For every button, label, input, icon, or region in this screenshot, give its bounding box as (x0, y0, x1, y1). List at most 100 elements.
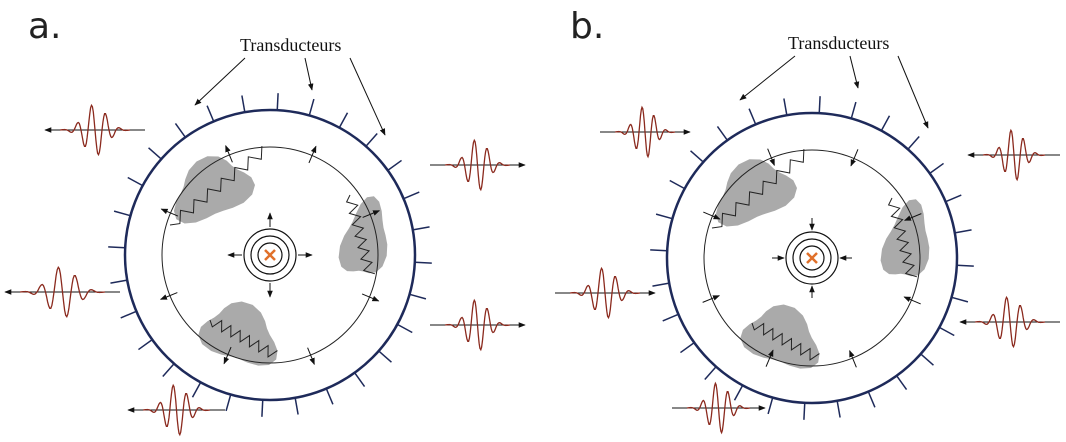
medium-region (198, 301, 278, 366)
transducer (365, 133, 378, 147)
transducer (938, 326, 955, 337)
transducer (148, 147, 162, 160)
wavefront (887, 197, 918, 278)
arrow (739, 55, 796, 101)
arrow (849, 55, 860, 89)
arrow (849, 350, 857, 368)
transducer (945, 194, 962, 203)
transducer (409, 293, 427, 300)
wavefront (169, 146, 263, 226)
arrow (223, 346, 232, 365)
transducer (850, 101, 857, 119)
transducer (387, 159, 402, 171)
transducer (414, 261, 432, 264)
transducer (294, 397, 299, 415)
panel-label: a. (28, 6, 62, 47)
arrow (703, 211, 721, 220)
transducer (113, 210, 131, 217)
orbit (161, 146, 379, 364)
orbit (703, 149, 921, 367)
transducer (880, 115, 891, 132)
transducer (354, 372, 366, 387)
transducer (907, 136, 920, 150)
transducer (412, 226, 430, 231)
transducer (951, 296, 969, 303)
arrow (361, 293, 380, 302)
source-wave (792, 238, 832, 278)
transducer (191, 381, 202, 398)
source-wave (785, 231, 839, 285)
transducer (716, 126, 728, 141)
arrow (160, 208, 179, 217)
arrow (765, 349, 774, 367)
artwork (4, 55, 1060, 437)
transducer (680, 342, 695, 354)
source (806, 252, 818, 264)
medium-region (880, 199, 930, 277)
arrow (904, 213, 922, 221)
transducer (669, 179, 686, 190)
transducer (162, 363, 175, 377)
transducer (867, 391, 876, 408)
arrow (903, 296, 921, 305)
arrow (767, 148, 775, 166)
panel-label: b. (570, 6, 604, 47)
transducer (241, 95, 246, 113)
transducer (276, 93, 279, 111)
transducer (127, 176, 144, 187)
arrow (304, 57, 314, 91)
transducer (803, 402, 806, 420)
source-wave (243, 228, 297, 282)
wavefront (209, 319, 278, 358)
source (264, 249, 276, 261)
transducer (108, 246, 126, 249)
transducer (956, 264, 974, 267)
arrow (897, 55, 929, 129)
transducer (655, 213, 673, 220)
transducer (650, 249, 668, 252)
wavelet (982, 128, 1046, 182)
wavelet (19, 265, 106, 318)
transducer (652, 282, 670, 287)
transducer (206, 105, 215, 122)
source-wave (257, 242, 283, 268)
transducer (767, 397, 774, 415)
array-ring (665, 111, 959, 405)
arrow (850, 149, 859, 167)
array-ring (123, 108, 417, 402)
wavefront (751, 322, 820, 361)
transducer (704, 366, 717, 380)
arrow (307, 347, 315, 365)
transducer (836, 400, 841, 418)
transducer (174, 123, 186, 138)
wavelet (686, 381, 751, 435)
wavelet (569, 266, 641, 320)
wavefront (345, 194, 376, 275)
arrow (308, 145, 317, 164)
transducer (818, 96, 821, 114)
transducer (954, 229, 972, 234)
arrow (362, 210, 380, 218)
arrow (349, 57, 386, 136)
transducer (733, 384, 744, 401)
transducer (690, 150, 704, 163)
medium-region (338, 196, 388, 274)
wavelet (974, 295, 1046, 349)
transducer (308, 98, 315, 116)
source-wave (250, 235, 290, 275)
transducer (225, 394, 232, 412)
transducer (920, 353, 934, 366)
arrow (194, 57, 246, 106)
wavefront (711, 149, 805, 229)
transducer (929, 162, 944, 174)
arrow (160, 292, 178, 300)
source-wave (799, 245, 825, 271)
transducer (896, 375, 908, 390)
transducer (338, 112, 349, 129)
transducer (396, 323, 413, 334)
transducer (403, 191, 420, 200)
transducer (378, 350, 392, 363)
wavelet (444, 298, 511, 352)
wavelet (444, 138, 511, 192)
transducer (110, 279, 128, 284)
